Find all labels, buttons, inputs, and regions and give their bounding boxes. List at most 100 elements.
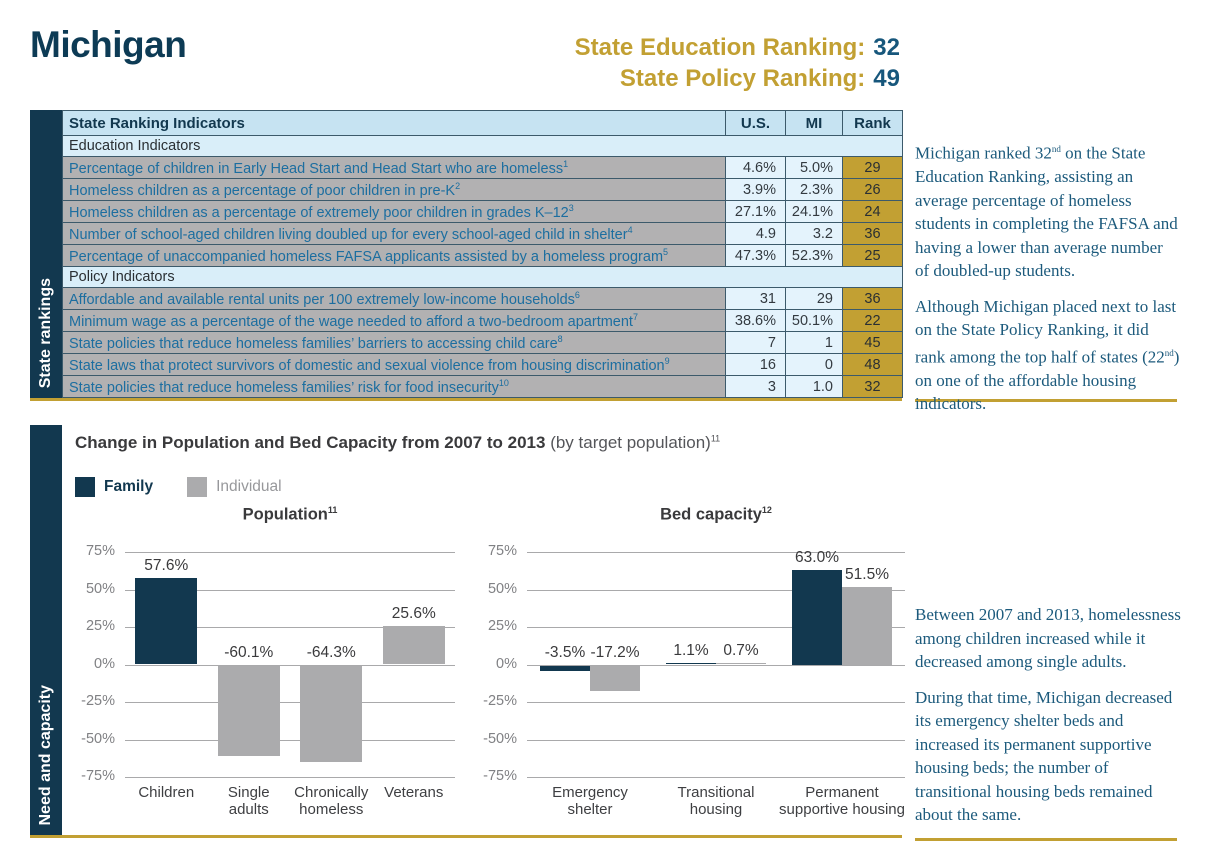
y-axis-tick-label: 50% bbox=[85, 580, 115, 597]
commentary-paragraph: Michigan ranked 32nd on the State Educat… bbox=[915, 143, 1178, 281]
mi-value: 0 bbox=[785, 353, 843, 376]
legend-individual-label: Individual bbox=[216, 478, 282, 495]
rank-value: 36 bbox=[842, 287, 903, 310]
table-row: Homeless children as a percentage of poo… bbox=[62, 178, 903, 201]
us-value: 4.9 bbox=[725, 222, 786, 245]
category-label: Emergency shelter bbox=[552, 784, 628, 818]
rank-value: 29 bbox=[842, 156, 903, 179]
mi-value: 50.1% bbox=[785, 309, 843, 332]
policy-ranking-line: State Policy Ranking: 49 bbox=[420, 63, 900, 94]
need-capacity-section: Need and capacity Change in Population a… bbox=[30, 425, 905, 838]
us-value: 27.1% bbox=[725, 200, 786, 223]
column-header-mi: MI bbox=[785, 110, 843, 136]
category-label: Single adults bbox=[227, 784, 270, 818]
table-row: Homeless children as a percentage of ext… bbox=[62, 200, 903, 223]
commentary-paragraph: Between 2007 and 2013, homelessness amon… bbox=[915, 605, 1181, 671]
table-row: State laws that protect survivors of dom… bbox=[62, 353, 903, 376]
y-axis-tick-label: 25% bbox=[85, 618, 115, 634]
mi-value: 1 bbox=[785, 331, 843, 354]
table-row: Number of school-aged children living do… bbox=[62, 222, 903, 245]
gridline bbox=[527, 589, 905, 591]
mi-value: 24.1% bbox=[785, 200, 843, 223]
indicator-label: Percentage of children in Early Head Sta… bbox=[62, 156, 726, 179]
education-ranking-value: 32 bbox=[873, 34, 900, 61]
state-rankings-summary: State Education Ranking: 32 State Policy … bbox=[420, 32, 900, 94]
chart-plot-area: -3.5% -17.2% Emergency shelter 1.1% 0.7% Trans… bbox=[527, 549, 905, 818]
bar-value-label: 51.5% bbox=[845, 566, 889, 584]
gold-divider bbox=[915, 399, 1177, 402]
mi-value: 3.2 bbox=[785, 222, 843, 245]
category-label: Veterans bbox=[384, 784, 444, 801]
y-axis-tick-label: 50% bbox=[487, 580, 517, 597]
rank-value: 36 bbox=[842, 222, 903, 245]
rank-value: 22 bbox=[842, 309, 903, 332]
chart-section-title: Change in Population and Bed Capacity fr… bbox=[75, 433, 720, 453]
category-label: Permanent supportive housing bbox=[779, 784, 905, 818]
gridline bbox=[125, 627, 455, 628]
individual-bar bbox=[300, 665, 363, 762]
category-label: Chronically homeless bbox=[294, 784, 369, 818]
table-section-header-row: Education Indicators bbox=[62, 135, 903, 157]
gridline bbox=[125, 739, 455, 741]
us-value: 4.6% bbox=[725, 156, 786, 179]
family-swatch bbox=[75, 477, 95, 497]
commentary-paragraph: During that time, Michigan decreased its… bbox=[915, 687, 1173, 825]
table-row: Minimum wage as a percentage of the wage… bbox=[62, 309, 903, 332]
category-label: Children bbox=[138, 784, 195, 801]
y-axis-tick-label: -25% bbox=[483, 693, 517, 709]
indicator-label: Percentage of unaccompanied homeless FAF… bbox=[62, 244, 726, 267]
individual-bar bbox=[716, 663, 766, 665]
individual-bar bbox=[382, 626, 445, 665]
bar-value-label: 25.6% bbox=[391, 605, 436, 623]
y-axis-tick-label: -75% bbox=[81, 768, 115, 784]
education-ranking-label: State Education Ranking: bbox=[574, 34, 866, 61]
bar-value-label: -60.1% bbox=[224, 643, 274, 661]
indicator-label: State laws that protect survivors of dom… bbox=[62, 353, 726, 376]
column-header-indicator: State Ranking Indicators bbox=[62, 110, 726, 136]
table-row: State policies that reduce homeless fami… bbox=[62, 375, 903, 398]
y-axis-tick-label: 75% bbox=[85, 543, 115, 559]
commentary-need-capacity: Between 2007 and 2013, homelessness amon… bbox=[915, 603, 1181, 839]
rank-value: 32 bbox=[842, 375, 903, 398]
table-section-header-row: Policy Indicators bbox=[62, 266, 903, 288]
rank-value: 24 bbox=[842, 200, 903, 223]
column-header-rank: Rank bbox=[842, 110, 903, 136]
education-ranking-line: State Education Ranking: 32 bbox=[420, 32, 900, 63]
table-header-row: State Ranking Indicators U.S. MI Rank bbox=[62, 110, 903, 136]
bed-capacity-chart: Bed capacity12 -3.5% -17.2% Emergency shelte… bbox=[483, 425, 905, 835]
rank-value: 25 bbox=[842, 244, 903, 267]
gridline bbox=[125, 589, 455, 591]
gridline bbox=[527, 552, 905, 553]
gold-divider bbox=[915, 838, 1177, 841]
us-value: 3.9% bbox=[725, 178, 786, 201]
y-axis-tick-label: 25% bbox=[487, 618, 517, 634]
policy-ranking-label: State Policy Ranking: bbox=[619, 65, 866, 92]
chart-title: Bed capacity12 bbox=[660, 505, 772, 524]
sidebar-need-capacity: Need and capacity bbox=[30, 425, 62, 835]
table-row: Affordable and available rental units pe… bbox=[62, 287, 903, 310]
category-label: Transitional housing bbox=[677, 784, 755, 818]
gridline bbox=[125, 702, 455, 703]
indicator-label: Homeless children as a percentage of ext… bbox=[62, 200, 726, 223]
sidebar-state-rankings: State rankings bbox=[30, 110, 62, 398]
commentary-education: Michigan ranked 32nd on the State Educat… bbox=[915, 138, 1181, 428]
sidebar-state-rankings-label: State rankings bbox=[37, 277, 54, 388]
individual-swatch bbox=[187, 477, 208, 497]
y-axis-tick-label: 0% bbox=[94, 655, 115, 672]
us-value: 38.6% bbox=[725, 309, 786, 332]
y-axis-tick-label: -75% bbox=[483, 768, 517, 784]
y-axis-tick-label: -25% bbox=[81, 693, 115, 709]
table-row: State policies that reduce homeless fami… bbox=[62, 331, 903, 354]
chart-section-footnote: 11 bbox=[710, 433, 721, 444]
us-value: 3 bbox=[725, 375, 786, 398]
mi-value: 29 bbox=[785, 287, 843, 310]
mi-value: 1.0 bbox=[785, 375, 843, 398]
indicator-label: Homeless children as a percentage of poo… bbox=[62, 178, 726, 201]
mi-value: 2.3% bbox=[785, 178, 843, 201]
individual-bar bbox=[842, 587, 892, 665]
bar-value-label: 63.0% bbox=[795, 549, 839, 566]
us-value: 7 bbox=[725, 331, 786, 354]
table-section-title: Education Indicators bbox=[62, 135, 903, 157]
page-title: Michigan bbox=[30, 24, 187, 65]
indicator-label: Number of school-aged children living do… bbox=[62, 222, 726, 245]
